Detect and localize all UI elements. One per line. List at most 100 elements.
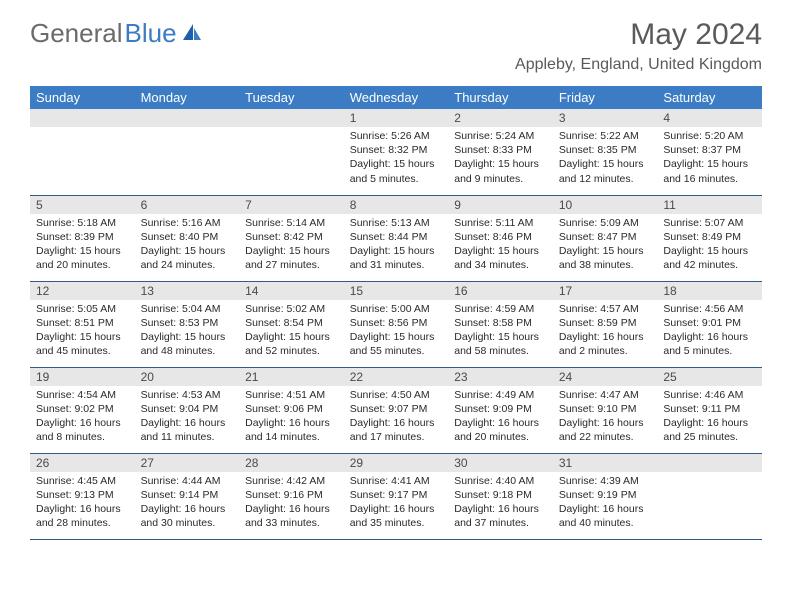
sunrise-text: Sunrise: 5:22 AM xyxy=(559,129,652,143)
sunrise-text: Sunrise: 4:40 AM xyxy=(454,474,547,488)
sunrise-text: Sunrise: 4:59 AM xyxy=(454,302,547,316)
day-content: Sunrise: 4:44 AMSunset: 9:14 PMDaylight:… xyxy=(135,472,240,535)
daylight-text: Daylight: 16 hours and 11 minutes. xyxy=(141,416,234,444)
daylight-text: Daylight: 15 hours and 34 minutes. xyxy=(454,244,547,272)
daylight-text: Daylight: 16 hours and 37 minutes. xyxy=(454,502,547,530)
day-number xyxy=(239,109,344,127)
sunset-text: Sunset: 8:33 PM xyxy=(454,143,547,157)
calendar-cell: 29Sunrise: 4:41 AMSunset: 9:17 PMDayligh… xyxy=(344,453,449,539)
day-content xyxy=(657,472,762,478)
sunrise-text: Sunrise: 5:09 AM xyxy=(559,216,652,230)
sunset-text: Sunset: 9:14 PM xyxy=(141,488,234,502)
logo-text-blue: Blue xyxy=(125,18,177,49)
day-number: 13 xyxy=(135,282,240,300)
sunrise-text: Sunrise: 5:20 AM xyxy=(663,129,756,143)
day-content: Sunrise: 4:51 AMSunset: 9:06 PMDaylight:… xyxy=(239,386,344,449)
day-content: Sunrise: 4:49 AMSunset: 9:09 PMDaylight:… xyxy=(448,386,553,449)
day-content: Sunrise: 4:46 AMSunset: 9:11 PMDaylight:… xyxy=(657,386,762,449)
sunrise-text: Sunrise: 4:54 AM xyxy=(36,388,129,402)
daylight-text: Daylight: 15 hours and 12 minutes. xyxy=(559,157,652,185)
calendar-week-row: 19Sunrise: 4:54 AMSunset: 9:02 PMDayligh… xyxy=(30,367,762,453)
day-number: 14 xyxy=(239,282,344,300)
sunrise-text: Sunrise: 4:51 AM xyxy=(245,388,338,402)
sunset-text: Sunset: 8:53 PM xyxy=(141,316,234,330)
day-content: Sunrise: 4:54 AMSunset: 9:02 PMDaylight:… xyxy=(30,386,135,449)
sunset-text: Sunset: 8:59 PM xyxy=(559,316,652,330)
day-number: 5 xyxy=(30,196,135,214)
sunset-text: Sunset: 9:04 PM xyxy=(141,402,234,416)
day-content: Sunrise: 4:59 AMSunset: 8:58 PMDaylight:… xyxy=(448,300,553,363)
daylight-text: Daylight: 15 hours and 55 minutes. xyxy=(350,330,443,358)
daylight-text: Daylight: 15 hours and 20 minutes. xyxy=(36,244,129,272)
calendar-body: 1Sunrise: 5:26 AMSunset: 8:32 PMDaylight… xyxy=(30,109,762,539)
calendar-cell: 5Sunrise: 5:18 AMSunset: 8:39 PMDaylight… xyxy=(30,195,135,281)
day-content: Sunrise: 5:13 AMSunset: 8:44 PMDaylight:… xyxy=(344,214,449,277)
calendar-cell: 28Sunrise: 4:42 AMSunset: 9:16 PMDayligh… xyxy=(239,453,344,539)
calendar-cell: 21Sunrise: 4:51 AMSunset: 9:06 PMDayligh… xyxy=(239,367,344,453)
calendar-week-row: 12Sunrise: 5:05 AMSunset: 8:51 PMDayligh… xyxy=(30,281,762,367)
daylight-text: Daylight: 16 hours and 40 minutes. xyxy=(559,502,652,530)
calendar-cell: 10Sunrise: 5:09 AMSunset: 8:47 PMDayligh… xyxy=(553,195,658,281)
calendar-cell: 20Sunrise: 4:53 AMSunset: 9:04 PMDayligh… xyxy=(135,367,240,453)
sunrise-text: Sunrise: 4:53 AM xyxy=(141,388,234,402)
daylight-text: Daylight: 16 hours and 20 minutes. xyxy=(454,416,547,444)
sunrise-text: Sunrise: 4:56 AM xyxy=(663,302,756,316)
day-content: Sunrise: 5:16 AMSunset: 8:40 PMDaylight:… xyxy=(135,214,240,277)
day-content: Sunrise: 4:56 AMSunset: 9:01 PMDaylight:… xyxy=(657,300,762,363)
day-number: 11 xyxy=(657,196,762,214)
daylight-text: Daylight: 16 hours and 35 minutes. xyxy=(350,502,443,530)
sunrise-text: Sunrise: 4:41 AM xyxy=(350,474,443,488)
sunset-text: Sunset: 8:35 PM xyxy=(559,143,652,157)
sunset-text: Sunset: 8:32 PM xyxy=(350,143,443,157)
calendar-cell xyxy=(657,453,762,539)
calendar-cell: 13Sunrise: 5:04 AMSunset: 8:53 PMDayligh… xyxy=(135,281,240,367)
sunset-text: Sunset: 9:10 PM xyxy=(559,402,652,416)
calendar-cell xyxy=(239,109,344,195)
calendar-cell: 8Sunrise: 5:13 AMSunset: 8:44 PMDaylight… xyxy=(344,195,449,281)
day-number: 28 xyxy=(239,454,344,472)
calendar-header-row: Sunday Monday Tuesday Wednesday Thursday… xyxy=(30,86,762,109)
daylight-text: Daylight: 16 hours and 28 minutes. xyxy=(36,502,129,530)
weekday-header: Thursday xyxy=(448,86,553,109)
month-title: May 2024 xyxy=(515,18,762,52)
day-number: 27 xyxy=(135,454,240,472)
daylight-text: Daylight: 15 hours and 5 minutes. xyxy=(350,157,443,185)
calendar-cell: 25Sunrise: 4:46 AMSunset: 9:11 PMDayligh… xyxy=(657,367,762,453)
sunrise-text: Sunrise: 5:16 AM xyxy=(141,216,234,230)
day-content: Sunrise: 4:53 AMSunset: 9:04 PMDaylight:… xyxy=(135,386,240,449)
sunrise-text: Sunrise: 4:39 AM xyxy=(559,474,652,488)
calendar-cell: 9Sunrise: 5:11 AMSunset: 8:46 PMDaylight… xyxy=(448,195,553,281)
calendar-cell: 3Sunrise: 5:22 AMSunset: 8:35 PMDaylight… xyxy=(553,109,658,195)
sunset-text: Sunset: 9:06 PM xyxy=(245,402,338,416)
sunset-text: Sunset: 9:13 PM xyxy=(36,488,129,502)
sunrise-text: Sunrise: 5:14 AM xyxy=(245,216,338,230)
calendar-cell: 24Sunrise: 4:47 AMSunset: 9:10 PMDayligh… xyxy=(553,367,658,453)
logo: GeneralBlue xyxy=(30,18,203,49)
day-number: 20 xyxy=(135,368,240,386)
day-number xyxy=(135,109,240,127)
daylight-text: Daylight: 15 hours and 38 minutes. xyxy=(559,244,652,272)
day-content: Sunrise: 5:09 AMSunset: 8:47 PMDaylight:… xyxy=(553,214,658,277)
weekday-header: Sunday xyxy=(30,86,135,109)
day-content: Sunrise: 5:24 AMSunset: 8:33 PMDaylight:… xyxy=(448,127,553,190)
day-number: 8 xyxy=(344,196,449,214)
day-number: 26 xyxy=(30,454,135,472)
calendar-week-row: 26Sunrise: 4:45 AMSunset: 9:13 PMDayligh… xyxy=(30,453,762,539)
calendar-cell: 6Sunrise: 5:16 AMSunset: 8:40 PMDaylight… xyxy=(135,195,240,281)
sunrise-text: Sunrise: 5:26 AM xyxy=(350,129,443,143)
sunset-text: Sunset: 8:44 PM xyxy=(350,230,443,244)
daylight-text: Daylight: 15 hours and 48 minutes. xyxy=(141,330,234,358)
daylight-text: Daylight: 16 hours and 14 minutes. xyxy=(245,416,338,444)
sunset-text: Sunset: 9:02 PM xyxy=(36,402,129,416)
sunset-text: Sunset: 9:17 PM xyxy=(350,488,443,502)
day-content xyxy=(135,127,240,133)
calendar-cell: 16Sunrise: 4:59 AMSunset: 8:58 PMDayligh… xyxy=(448,281,553,367)
day-number: 31 xyxy=(553,454,658,472)
sunrise-text: Sunrise: 4:46 AM xyxy=(663,388,756,402)
day-content: Sunrise: 4:41 AMSunset: 9:17 PMDaylight:… xyxy=(344,472,449,535)
sunset-text: Sunset: 8:49 PM xyxy=(663,230,756,244)
daylight-text: Daylight: 15 hours and 42 minutes. xyxy=(663,244,756,272)
sunrise-text: Sunrise: 5:07 AM xyxy=(663,216,756,230)
sunrise-text: Sunrise: 4:50 AM xyxy=(350,388,443,402)
daylight-text: Daylight: 16 hours and 22 minutes. xyxy=(559,416,652,444)
